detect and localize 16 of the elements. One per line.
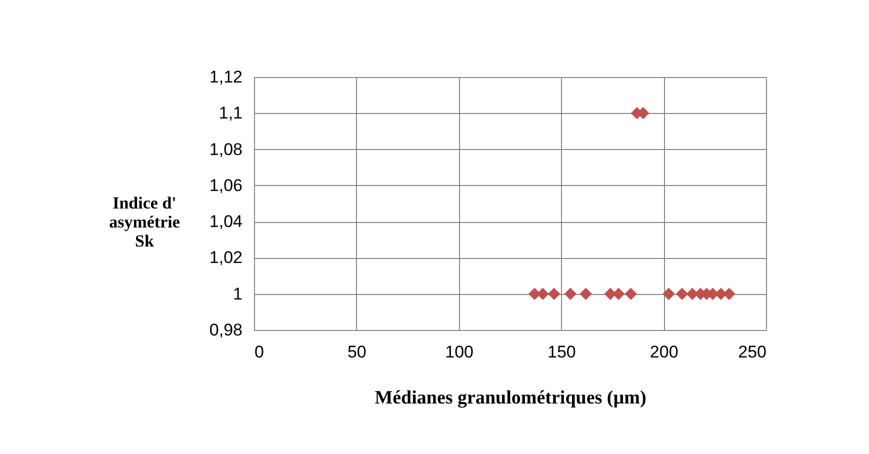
x-axis-title: Médianes granulométriques (µm): [374, 388, 646, 408]
x-tick-label: 50: [347, 342, 366, 362]
y-tick-label: 1,08: [209, 140, 242, 159]
y-tick-label: 1,04: [209, 212, 242, 232]
x-tick-label: 250: [738, 342, 766, 362]
y-tick-label: 1,12: [209, 68, 242, 86]
y-axis-title: Indice d' asymétrie Sk: [109, 194, 180, 250]
y-tick-label: 1: [233, 284, 242, 304]
y-tick-label: 0,98: [209, 320, 242, 340]
y-tick-label: 1,06: [209, 176, 242, 195]
y-tick-label: 1,02: [209, 248, 242, 268]
x-tick-label: 150: [548, 342, 576, 362]
x-tick-label: 200: [650, 342, 678, 362]
x-tick-label: 100: [445, 342, 474, 362]
y-tick-label: 1,1: [218, 104, 242, 123]
x-tick-label: 0: [254, 342, 264, 362]
